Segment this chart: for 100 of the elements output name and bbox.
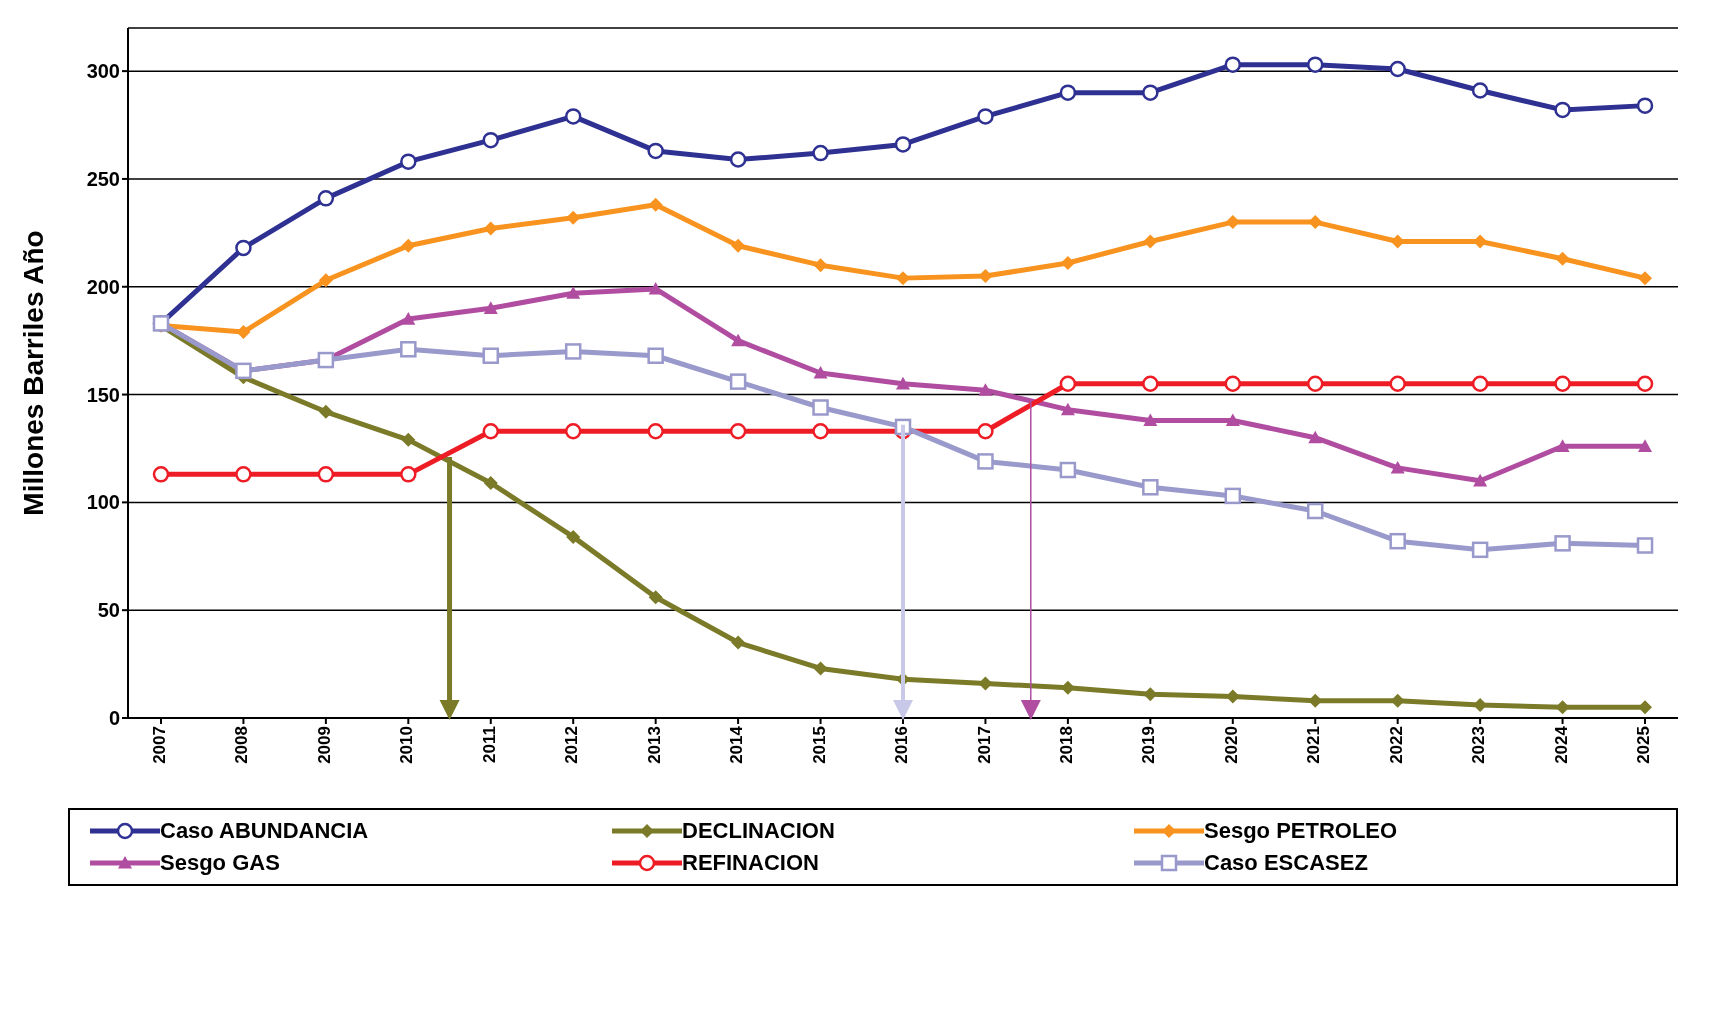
legend-label: Caso ABUNDANCIA bbox=[160, 818, 369, 844]
point bbox=[1389, 532, 1406, 550]
point bbox=[647, 142, 664, 160]
point bbox=[731, 238, 746, 253]
point bbox=[1638, 700, 1653, 715]
point bbox=[1224, 487, 1242, 505]
point bbox=[1059, 461, 1077, 479]
point bbox=[1389, 375, 1406, 393]
legend-label: Caso ESCASEZ bbox=[1204, 850, 1368, 876]
x-tick-label: 2017 bbox=[974, 726, 994, 764]
point bbox=[400, 153, 417, 170]
point bbox=[896, 271, 910, 286]
point bbox=[1143, 234, 1158, 249]
y-tick-label: 150 bbox=[86, 383, 120, 406]
point bbox=[566, 286, 581, 299]
point bbox=[1554, 101, 1571, 119]
point bbox=[1555, 439, 1570, 452]
point bbox=[648, 197, 663, 212]
y-tick-label: 50 bbox=[97, 599, 120, 622]
x-tick-label: 2016 bbox=[892, 726, 912, 764]
point bbox=[483, 221, 498, 236]
point bbox=[1308, 693, 1323, 708]
point bbox=[1638, 439, 1653, 452]
x-tick-label: 2014 bbox=[727, 725, 747, 764]
legend-label: REFINACION bbox=[682, 850, 819, 876]
point bbox=[564, 108, 582, 125]
point bbox=[1554, 535, 1571, 552]
point bbox=[318, 404, 333, 419]
point bbox=[977, 422, 994, 440]
point bbox=[235, 466, 252, 483]
legend-label: Sesgo PETROLEO bbox=[1204, 818, 1398, 844]
point bbox=[401, 312, 416, 325]
x-tick-label: 2021 bbox=[1304, 726, 1324, 764]
point bbox=[235, 239, 252, 257]
point bbox=[729, 422, 747, 440]
point bbox=[1225, 215, 1240, 230]
legend-label: Sesgo GAS bbox=[160, 850, 280, 876]
x-tick-label: 2025 bbox=[1634, 726, 1654, 764]
point bbox=[318, 273, 333, 288]
point bbox=[731, 333, 746, 347]
x-tick-label: 2007 bbox=[150, 726, 170, 764]
x-tick-label: 2019 bbox=[1139, 726, 1159, 764]
point bbox=[1638, 271, 1653, 286]
y-tick-label: 250 bbox=[86, 168, 120, 191]
point bbox=[1142, 479, 1159, 496]
point bbox=[896, 376, 910, 390]
y-tick-label: 100 bbox=[86, 491, 120, 514]
point bbox=[1636, 537, 1654, 554]
y-axis-title: Millones Barriles Año bbox=[17, 230, 49, 516]
x-tick-label: 2022 bbox=[1386, 726, 1406, 764]
point bbox=[1389, 60, 1406, 78]
point bbox=[564, 343, 582, 360]
point bbox=[1225, 689, 1240, 704]
point bbox=[812, 422, 829, 440]
point bbox=[236, 325, 251, 340]
point bbox=[1390, 460, 1405, 474]
point bbox=[1306, 502, 1324, 520]
point bbox=[647, 422, 664, 440]
x-tick-label: 2008 bbox=[232, 726, 252, 764]
point bbox=[813, 258, 828, 273]
point bbox=[1308, 215, 1323, 230]
x-tick-label: 2011 bbox=[479, 726, 499, 763]
point bbox=[1225, 413, 1240, 427]
point bbox=[482, 347, 500, 364]
point bbox=[1224, 56, 1242, 73]
x-tick-label: 2010 bbox=[397, 726, 417, 764]
point bbox=[894, 136, 912, 153]
point bbox=[317, 466, 335, 483]
point bbox=[978, 268, 993, 283]
point bbox=[1060, 402, 1075, 416]
y-tick-label: 300 bbox=[86, 60, 120, 83]
point bbox=[482, 422, 500, 440]
point bbox=[812, 399, 829, 416]
point bbox=[483, 301, 498, 314]
point bbox=[1636, 375, 1654, 393]
x-tick-label: 2015 bbox=[809, 726, 829, 764]
point bbox=[400, 341, 417, 358]
point bbox=[483, 475, 498, 490]
legend-label: DECLINACION bbox=[682, 818, 835, 844]
point bbox=[1060, 256, 1075, 271]
point bbox=[564, 422, 582, 440]
point bbox=[1471, 541, 1489, 559]
point bbox=[978, 383, 993, 396]
point bbox=[648, 281, 663, 295]
point bbox=[813, 661, 828, 676]
point bbox=[1555, 251, 1570, 266]
point bbox=[1142, 375, 1159, 393]
point bbox=[401, 238, 416, 253]
point bbox=[566, 529, 581, 544]
x-tick-label: 2013 bbox=[644, 726, 664, 764]
x-tick-label: 2009 bbox=[314, 726, 334, 764]
x-tick-label: 2023 bbox=[1469, 726, 1489, 764]
point bbox=[729, 151, 747, 168]
point bbox=[813, 366, 828, 379]
point bbox=[566, 210, 581, 225]
point bbox=[1555, 700, 1570, 715]
point bbox=[400, 466, 417, 483]
point bbox=[1471, 82, 1489, 99]
x-tick-label: 2020 bbox=[1221, 726, 1241, 764]
point bbox=[1306, 375, 1324, 393]
